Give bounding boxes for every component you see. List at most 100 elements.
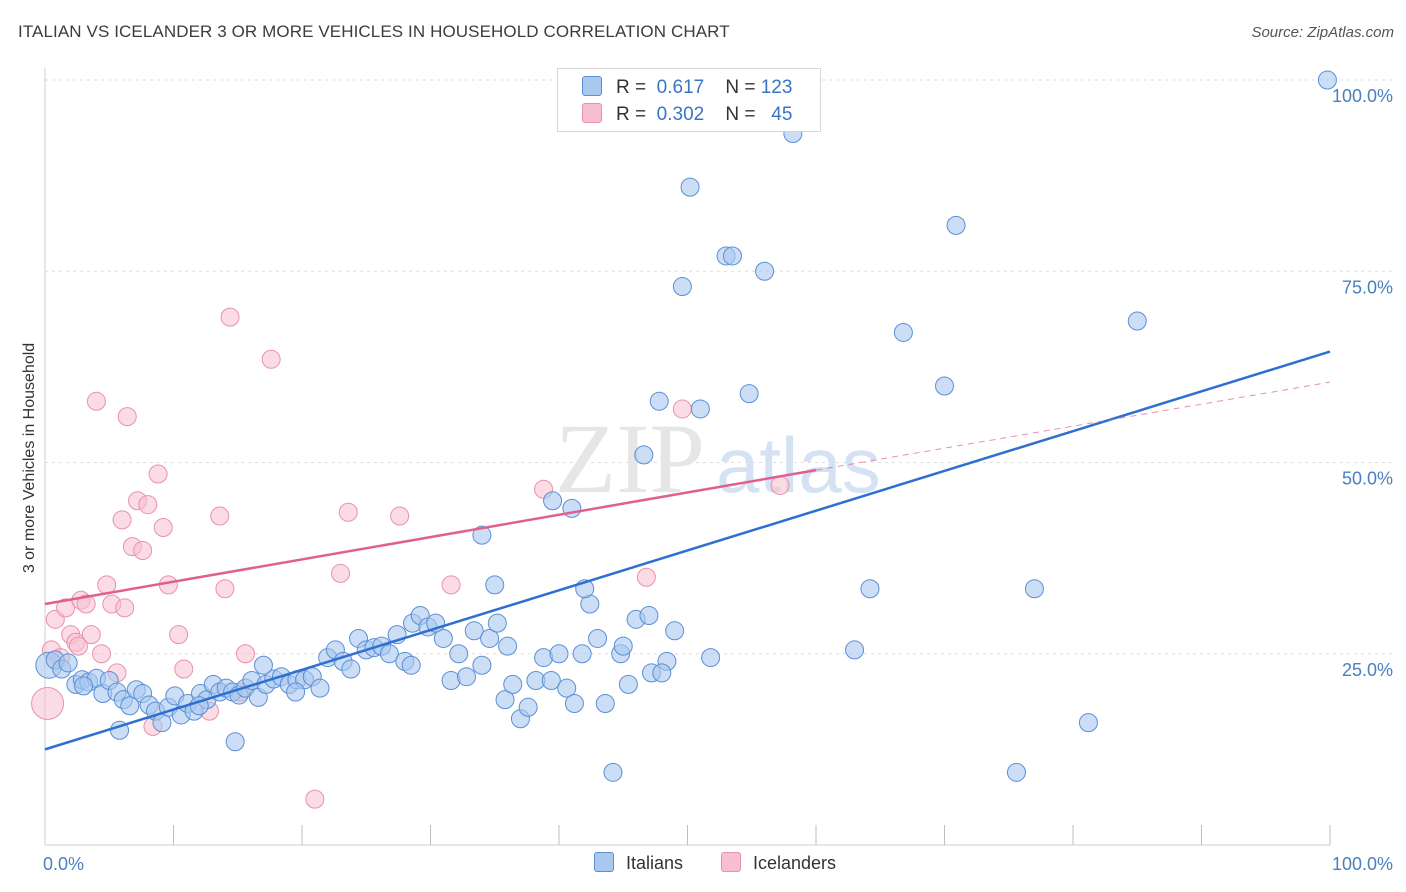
- italians-point: [652, 663, 672, 683]
- axes: [44, 68, 1331, 846]
- icelanders-point: [305, 789, 325, 809]
- italians-point: [1024, 579, 1044, 599]
- italians-point: [722, 246, 742, 266]
- italians-point: [498, 636, 518, 656]
- icelanders-point: [138, 495, 158, 515]
- y-tick-label: 100.0%: [1332, 86, 1393, 106]
- y-tick-label: 25.0%: [1342, 660, 1393, 680]
- source-credit: Source: ZipAtlas.com: [1251, 24, 1394, 41]
- italians-point: [253, 655, 273, 675]
- legend-row-icelanders: R = 0.302 N = 45: [582, 103, 792, 127]
- icelanders-point: [81, 625, 101, 645]
- italians-point: [595, 693, 615, 713]
- italians-point: [845, 640, 865, 660]
- chart-title: ITALIAN VS ICELANDER 3 OR MORE VEHICLES …: [18, 22, 730, 41]
- watermark: ZIP atlas: [555, 403, 881, 514]
- icelanders-point: [56, 598, 76, 618]
- italians-point: [495, 690, 515, 710]
- icelanders-trend-line: [44, 468, 817, 606]
- italians-legend-label: Italians: [626, 853, 684, 873]
- icelanders-legend-label: Icelanders: [753, 853, 837, 873]
- trend-lines: [44, 350, 1331, 751]
- r-label: R =: [616, 77, 647, 98]
- italians-point: [665, 621, 685, 641]
- italians-point: [286, 682, 306, 702]
- italians-point: [433, 628, 453, 648]
- italians-point: [487, 613, 507, 633]
- n-label: N =: [725, 77, 756, 98]
- italians-point: [1078, 713, 1098, 733]
- italians-point: [449, 644, 469, 664]
- icelanders-point: [31, 686, 65, 720]
- x-tick-label-max: 100.0%: [1332, 854, 1393, 874]
- italians-point: [755, 261, 775, 281]
- italians-point: [639, 606, 659, 625]
- icelanders-point: [68, 636, 88, 656]
- italians-legend-swatch: [594, 852, 614, 872]
- italians-point: [860, 579, 880, 599]
- icelanders-point: [235, 644, 255, 664]
- italians-point: [464, 621, 484, 641]
- icelanders-trend-extension: [815, 381, 1331, 471]
- icelanders-point: [133, 540, 153, 560]
- italians-points: [35, 70, 1337, 782]
- italians-r-value: 0.617: [656, 77, 705, 98]
- legend-italians: Italians: [594, 852, 683, 874]
- r-label: R =: [616, 104, 647, 125]
- watermark-zip: ZIP: [555, 403, 705, 514]
- italians-point: [701, 648, 721, 668]
- italians-point: [541, 671, 561, 691]
- italians-point: [634, 445, 654, 465]
- italians-point: [341, 659, 361, 679]
- italians-point: [739, 384, 759, 404]
- icelanders-points: [31, 307, 790, 809]
- italians-point: [472, 525, 492, 545]
- icelanders-point: [441, 575, 461, 595]
- icelanders-legend-swatch: [721, 852, 741, 872]
- italians-point: [1317, 70, 1337, 90]
- icelanders-point: [331, 563, 351, 583]
- x-tick-label-min: 0.0%: [43, 854, 84, 874]
- italians-point: [1127, 311, 1147, 331]
- italians-swatch: [582, 76, 602, 96]
- italians-n-value: 123: [760, 77, 793, 98]
- icelanders-point: [390, 506, 410, 526]
- italians-point: [401, 655, 421, 675]
- y-tick-label: 50.0%: [1342, 469, 1393, 489]
- icelanders-point: [338, 502, 358, 522]
- watermark-atlas: atlas: [716, 421, 881, 509]
- italians-point: [472, 655, 492, 675]
- icelanders-point: [169, 625, 189, 645]
- legend-icelanders: Icelanders: [721, 852, 836, 874]
- icelanders-point: [76, 594, 96, 614]
- italians-point: [564, 693, 584, 713]
- italians-point: [456, 667, 476, 687]
- italians-point: [690, 399, 710, 419]
- italians-point: [485, 575, 505, 595]
- italians-point: [680, 177, 700, 197]
- italians-point: [379, 644, 399, 664]
- icelanders-r-value: 0.302: [656, 104, 705, 125]
- stats-legend: R = 0.617 N = 123 R = 0.302 N = 45: [557, 68, 821, 132]
- italians-point: [649, 391, 669, 411]
- italians-point: [310, 678, 330, 698]
- icelanders-point: [153, 518, 173, 538]
- icelanders-point: [220, 307, 240, 327]
- italians-point: [557, 678, 577, 698]
- legend-row-italians: R = 0.617 N = 123: [582, 76, 792, 100]
- italians-point: [588, 628, 608, 648]
- italians-point: [893, 322, 913, 342]
- italians-point: [672, 277, 692, 297]
- italians-point: [1006, 762, 1026, 782]
- italians-point: [935, 376, 954, 396]
- italians-trend-line: [44, 350, 1331, 751]
- n-label: N =: [725, 104, 756, 125]
- y-tick-label: 75.0%: [1342, 277, 1393, 297]
- icelanders-point: [174, 659, 194, 679]
- icelanders-point: [117, 407, 137, 427]
- italians-point: [225, 732, 245, 752]
- italians-point: [543, 491, 563, 511]
- italians-point: [74, 676, 94, 696]
- tick-labels: 25.0% 50.0% 75.0% 100.0% 0.0% 100.0%: [43, 86, 1393, 874]
